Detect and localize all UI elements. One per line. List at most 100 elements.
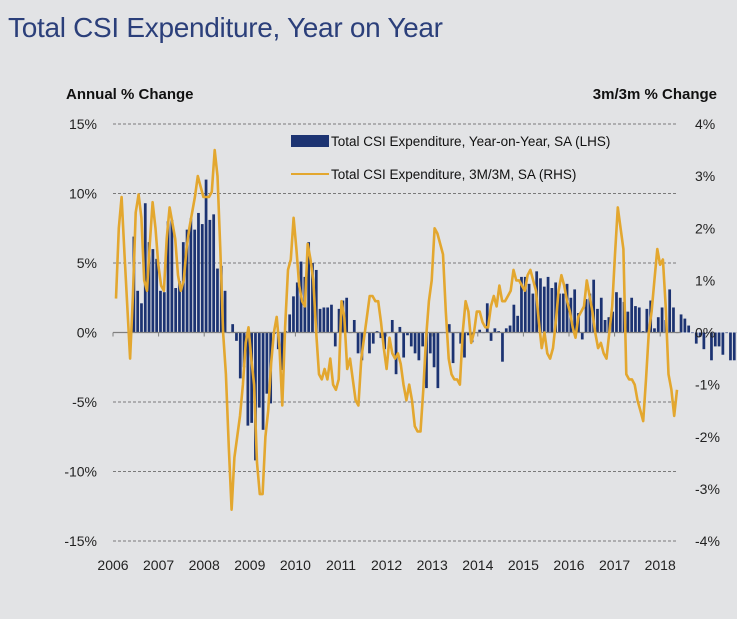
bar bbox=[261, 332, 265, 430]
bar bbox=[436, 332, 440, 389]
legend-bar-swatch bbox=[291, 135, 329, 147]
x-tick-label: 2017 bbox=[599, 557, 630, 573]
bar bbox=[603, 319, 607, 333]
bar bbox=[280, 332, 284, 371]
bar bbox=[216, 268, 219, 333]
bar bbox=[668, 289, 672, 333]
bar bbox=[611, 311, 615, 333]
bar bbox=[383, 332, 387, 350]
right-tick-label: -4% bbox=[695, 533, 720, 549]
x-tick-label: 2009 bbox=[234, 557, 265, 573]
bar bbox=[307, 242, 311, 333]
bar bbox=[447, 324, 451, 333]
bar bbox=[565, 283, 569, 333]
right-tick-label: 2% bbox=[695, 220, 715, 236]
bar bbox=[599, 297, 603, 333]
bar bbox=[390, 319, 394, 333]
bar bbox=[561, 293, 565, 333]
bar bbox=[501, 332, 504, 362]
bar bbox=[398, 326, 402, 333]
bar bbox=[554, 282, 558, 333]
bar bbox=[637, 307, 641, 333]
bar bbox=[231, 324, 235, 333]
bar bbox=[136, 290, 140, 333]
bar bbox=[337, 308, 341, 333]
bar bbox=[626, 311, 630, 333]
bar bbox=[630, 297, 634, 333]
bar bbox=[318, 308, 322, 333]
bar bbox=[421, 332, 425, 347]
x-tick-label: 2006 bbox=[97, 557, 128, 573]
bar bbox=[573, 289, 577, 333]
bar bbox=[653, 328, 656, 333]
bar bbox=[546, 276, 550, 333]
bar bbox=[162, 292, 166, 333]
bar bbox=[178, 281, 181, 333]
bar bbox=[580, 332, 584, 340]
left-tick-label: 10% bbox=[69, 186, 97, 202]
bar bbox=[451, 332, 455, 364]
x-tick-label: 2008 bbox=[189, 557, 220, 573]
left-tick-label: -5% bbox=[72, 394, 97, 410]
left-tick-label: 0% bbox=[77, 325, 97, 341]
bar bbox=[706, 332, 710, 334]
x-tick-label: 2010 bbox=[280, 557, 311, 573]
bar bbox=[691, 332, 694, 334]
x-tick-label: 2013 bbox=[417, 557, 448, 573]
bar bbox=[402, 332, 406, 358]
bar bbox=[463, 332, 466, 358]
legend: Total CSI Expenditure, Year-on-Year, SA … bbox=[291, 134, 610, 182]
bar bbox=[721, 332, 725, 355]
bar bbox=[341, 300, 345, 333]
left-tick-label: 15% bbox=[69, 116, 97, 132]
bar bbox=[497, 331, 501, 333]
bar bbox=[615, 292, 618, 333]
bar bbox=[459, 332, 463, 344]
bar bbox=[246, 332, 250, 426]
bar bbox=[672, 307, 675, 333]
bar bbox=[235, 332, 238, 341]
bar bbox=[170, 219, 174, 333]
bar bbox=[193, 229, 197, 333]
right-tick-label: -3% bbox=[695, 481, 720, 497]
bar bbox=[694, 332, 698, 344]
bar bbox=[679, 314, 683, 333]
bar bbox=[550, 288, 554, 333]
bar bbox=[189, 218, 193, 333]
right-tick-label: 0% bbox=[695, 325, 715, 341]
bar bbox=[683, 318, 687, 333]
bar bbox=[539, 278, 542, 333]
right-tick-label: 3% bbox=[695, 168, 715, 184]
bar bbox=[618, 297, 622, 333]
bar bbox=[641, 331, 645, 333]
bar bbox=[352, 319, 356, 333]
bar bbox=[295, 282, 299, 333]
bar bbox=[208, 219, 212, 333]
right-axis-title: 3m/3m % Change bbox=[592, 86, 717, 103]
bar bbox=[311, 263, 314, 333]
bar bbox=[592, 279, 596, 333]
line-series-3m3m bbox=[114, 148, 679, 512]
bar bbox=[417, 332, 421, 361]
bar bbox=[717, 332, 721, 347]
bar bbox=[466, 332, 470, 336]
bar bbox=[371, 332, 375, 344]
bar bbox=[159, 290, 162, 333]
bar bbox=[516, 315, 520, 333]
bar bbox=[558, 293, 561, 333]
bar bbox=[413, 332, 417, 354]
x-tick-label: 2016 bbox=[553, 557, 584, 573]
bar bbox=[527, 283, 531, 333]
bar bbox=[634, 306, 637, 333]
bar bbox=[485, 303, 489, 333]
bar bbox=[379, 332, 383, 339]
x-tick-label: 2007 bbox=[143, 557, 174, 573]
bar bbox=[409, 332, 413, 347]
bar bbox=[660, 307, 664, 333]
bar bbox=[523, 276, 527, 333]
bar bbox=[292, 296, 295, 333]
bar bbox=[406, 332, 409, 336]
bar bbox=[151, 249, 155, 333]
bar bbox=[512, 304, 516, 333]
